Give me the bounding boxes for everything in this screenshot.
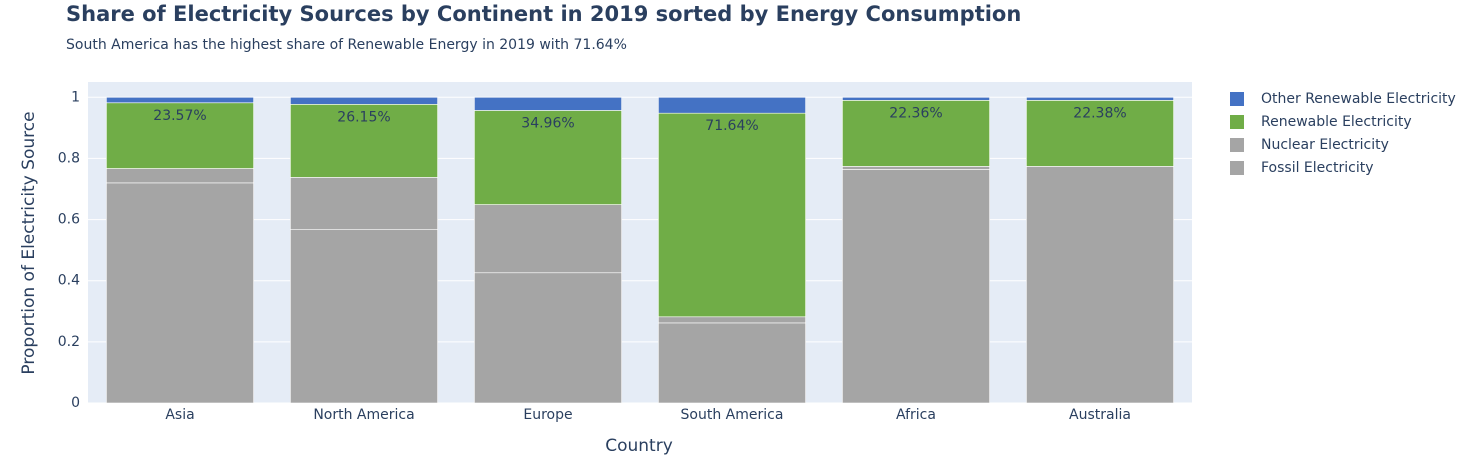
bar-segment [842,166,990,170]
chart-subtitle: South America has the highest share of R… [66,37,627,53]
legend-swatch [1230,138,1244,152]
bar-segment [658,112,806,318]
y-tick-label: 0.6 [58,212,80,228]
y-tick-label: 0 [71,395,80,411]
x-tick-label: North America [313,407,414,423]
x-tick-label: Asia [165,407,194,423]
bar-segment [474,272,622,404]
legend-swatch [1230,115,1244,129]
bar-segment [1026,166,1174,404]
data-label: 34.96% [521,115,574,131]
y-tick-label: 0.2 [58,334,80,350]
y-tick-label: 1 [71,89,80,105]
y-tick-label: 0.4 [58,273,80,289]
bar-segment [290,177,438,230]
bar-segment [106,182,254,404]
bar-segment [290,96,438,105]
data-label: 22.36% [889,105,942,121]
bar-segment [474,110,622,205]
bar-segment [1026,96,1174,101]
bar-segment [842,96,990,101]
bar-segment [106,102,254,169]
y-axis-title: Proportion of Electricity Source [19,111,39,374]
bar-segment [658,316,806,324]
bar-segment [474,96,622,111]
bar-segment [842,100,990,167]
data-label: 71.64% [705,118,758,134]
y-tick-label: 0.8 [58,150,80,166]
legend-label: Other Renewable Electricity [1261,91,1456,107]
x-tick-label: Australia [1069,407,1131,423]
data-label: 26.15% [337,109,390,125]
bar-segment [106,168,254,184]
data-label: 23.57% [153,108,206,124]
legend-swatch [1230,92,1244,106]
legend-label: Fossil Electricity [1261,160,1373,176]
x-axis-title: Country [605,436,673,456]
bar-segment [1026,100,1174,167]
x-tick-label: Africa [896,407,936,423]
legend-swatch [1230,161,1244,175]
plot-background [88,82,1192,403]
bar-segment [842,169,990,404]
bar-segment [290,229,438,404]
bar-segment [658,96,806,114]
bar-segment [474,204,622,274]
bar-segment [290,104,438,178]
bar-segment [106,96,254,104]
x-tick-label: Europe [523,407,572,423]
legend-label: Renewable Electricity [1261,114,1412,130]
x-tick-label: South America [681,407,784,423]
chart-title: Share of Electricity Sources by Continen… [66,2,1021,26]
legend-label: Nuclear Electricity [1261,137,1389,153]
data-label: 22.38% [1073,105,1126,121]
bar-segment [658,322,806,404]
